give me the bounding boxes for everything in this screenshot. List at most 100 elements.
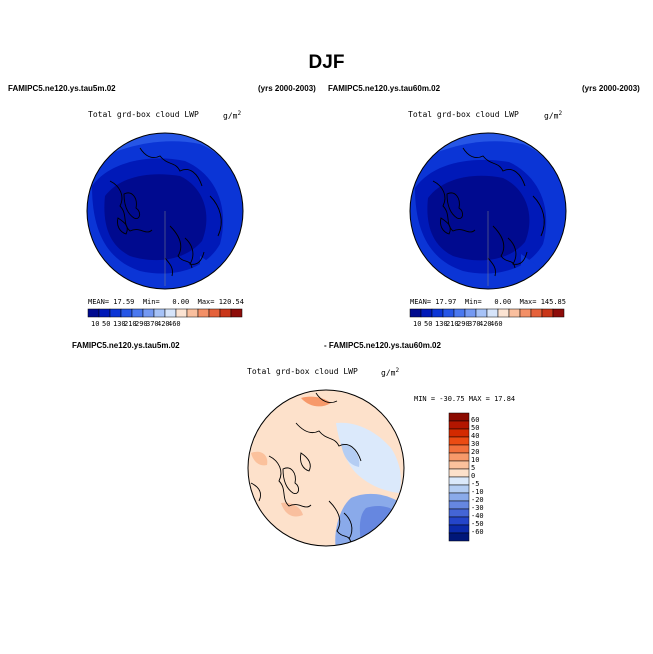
colorbar-swatch xyxy=(175,308,188,318)
colorbar-swatch xyxy=(448,460,470,470)
colorbar-swatch xyxy=(448,492,470,502)
diff-units: g/m2 xyxy=(381,367,400,378)
colorbar-swatch xyxy=(530,308,543,318)
colorbar-tick-label: 60 xyxy=(471,416,480,424)
colorbar-tick-label: -60 xyxy=(471,528,484,536)
colorbar-swatch xyxy=(497,308,510,318)
colorbar-swatch xyxy=(448,468,470,478)
colorbar-tick-label: 370 xyxy=(146,320,159,328)
colorbar-tick-label: 10 xyxy=(471,456,480,464)
colorbar-swatch xyxy=(448,444,470,454)
colorbar-tick-label: 460 xyxy=(490,320,503,328)
panel1-colorbar xyxy=(87,308,243,318)
colorbar-swatch xyxy=(98,308,111,318)
panel1-colorbar-ticks: 10 50 130 210 290 370 420 460 xyxy=(88,320,250,330)
colorbar-tick-label: -50 xyxy=(471,520,484,528)
panel2-case-label: FAMIPC5.ne120.ys.tau60m.02 xyxy=(328,84,441,93)
panel1-units: g/m2 xyxy=(223,110,242,121)
colorbar-swatch xyxy=(464,308,477,318)
colorbar-swatch xyxy=(87,308,100,318)
colorbar-swatch xyxy=(448,428,470,438)
colorbar-tick-label: 290 xyxy=(135,320,148,328)
colorbar-swatch xyxy=(448,476,470,486)
colorbar-tick-label: 30 xyxy=(471,440,480,448)
colorbar-tick-label: 210 xyxy=(446,320,459,328)
colorbar-swatch xyxy=(552,308,565,318)
colorbar-swatch xyxy=(448,524,470,534)
colorbar-tick-label: 5 xyxy=(471,464,476,472)
page-title: DJF xyxy=(308,52,345,73)
colorbar-swatch xyxy=(448,532,470,542)
panel2-plot-title: Total grd-box cloud LWP xyxy=(408,110,519,119)
colorbar-tick-label: -30 xyxy=(471,504,484,512)
colorbar-swatch xyxy=(541,308,554,318)
panel2-stats: MEAN= 17.97 Min= 0.00 Max= 145.85 xyxy=(410,298,566,306)
diff-plot-title: Total grd-box cloud LWP xyxy=(247,367,358,376)
colorbar-swatch xyxy=(475,308,488,318)
panel2-colorbar-ticks: 10 50 130 210 290 370 420 460 xyxy=(410,320,572,330)
panel1-plot-title: Total grd-box cloud LWP xyxy=(88,110,199,119)
colorbar-tick-label: 50 xyxy=(102,320,111,328)
colorbar-tick-label: 50 xyxy=(471,424,480,432)
colorbar-tick-label: 10 xyxy=(413,320,422,328)
colorbar-tick-label: 290 xyxy=(457,320,470,328)
diff-colorbar-ticks: 60 50 40 30 20 10 5 0 -5 -10 -20 -30 -40 -50 -60 xyxy=(471,413,501,541)
colorbar-swatch xyxy=(208,308,221,318)
colorbar-tick-label: 130 xyxy=(435,320,448,328)
colorbar-swatch xyxy=(448,452,470,462)
colorbar-swatch xyxy=(197,308,210,318)
diff-polar-map xyxy=(247,389,405,547)
colorbar-tick-label: 460 xyxy=(168,320,181,328)
colorbar-tick-label: 0 xyxy=(471,472,476,480)
diff-minmax: MIN = -30.75 MAX = 17.84 xyxy=(414,395,516,403)
colorbar-swatch xyxy=(448,500,470,510)
panel2-units: g/m2 xyxy=(544,110,563,121)
colorbar-swatch xyxy=(448,412,470,422)
panel2-polar-map xyxy=(409,132,567,290)
colorbar-tick-label: 20 xyxy=(471,448,480,456)
colorbar-swatch xyxy=(230,308,243,318)
colorbar-swatch xyxy=(486,308,499,318)
panel2-years-label: (yrs 2000-2003) xyxy=(582,84,640,93)
colorbar-tick-label: 50 xyxy=(424,320,433,328)
colorbar-tick-label: -10 xyxy=(471,488,484,496)
colorbar-swatch xyxy=(409,308,422,318)
colorbar-swatch xyxy=(508,308,521,318)
colorbar-tick-label: 130 xyxy=(113,320,126,328)
colorbar-swatch xyxy=(448,508,470,518)
colorbar-tick-label: 420 xyxy=(479,320,492,328)
colorbar-swatch xyxy=(164,308,177,318)
panel1-polar-map xyxy=(86,132,244,290)
colorbar-swatch xyxy=(142,308,155,318)
colorbar-swatch xyxy=(448,420,470,430)
colorbar-swatch xyxy=(120,308,133,318)
colorbar-tick-label: -20 xyxy=(471,496,484,504)
colorbar-swatch xyxy=(431,308,444,318)
colorbar-swatch xyxy=(448,436,470,446)
colorbar-tick-label: 210 xyxy=(124,320,137,328)
panel1-stats: MEAN= 17.59 Min= 0.00 Max= 120.54 xyxy=(88,298,244,306)
colorbar-swatch xyxy=(519,308,532,318)
colorbar-tick-label: -5 xyxy=(471,480,480,488)
colorbar-swatch xyxy=(186,308,199,318)
colorbar-swatch xyxy=(131,308,144,318)
diff-case-a-label: FAMIPC5.ne120.ys.tau5m.02 xyxy=(72,341,180,350)
panel2-colorbar xyxy=(409,308,565,318)
colorbar-tick-label: 40 xyxy=(471,432,480,440)
colorbar-tick-label: 420 xyxy=(157,320,170,328)
colorbar-swatch xyxy=(219,308,232,318)
colorbar-tick-label: 370 xyxy=(468,320,481,328)
colorbar-swatch xyxy=(109,308,122,318)
colorbar-swatch xyxy=(153,308,166,318)
diff-colorbar xyxy=(448,412,470,542)
colorbar-swatch xyxy=(448,484,470,494)
colorbar-swatch xyxy=(448,516,470,526)
colorbar-swatch xyxy=(420,308,433,318)
colorbar-tick-label: 10 xyxy=(91,320,100,328)
colorbar-swatch xyxy=(442,308,455,318)
diff-case-b-label: - FAMIPC5.ne120.ys.tau60m.02 xyxy=(324,341,441,350)
colorbar-tick-label: -40 xyxy=(471,512,484,520)
colorbar-swatch xyxy=(453,308,466,318)
panel1-case-label: FAMIPC5.ne120.ys.tau5m.02 xyxy=(8,84,116,93)
panel1-years-label: (yrs 2000-2003) xyxy=(258,84,316,93)
